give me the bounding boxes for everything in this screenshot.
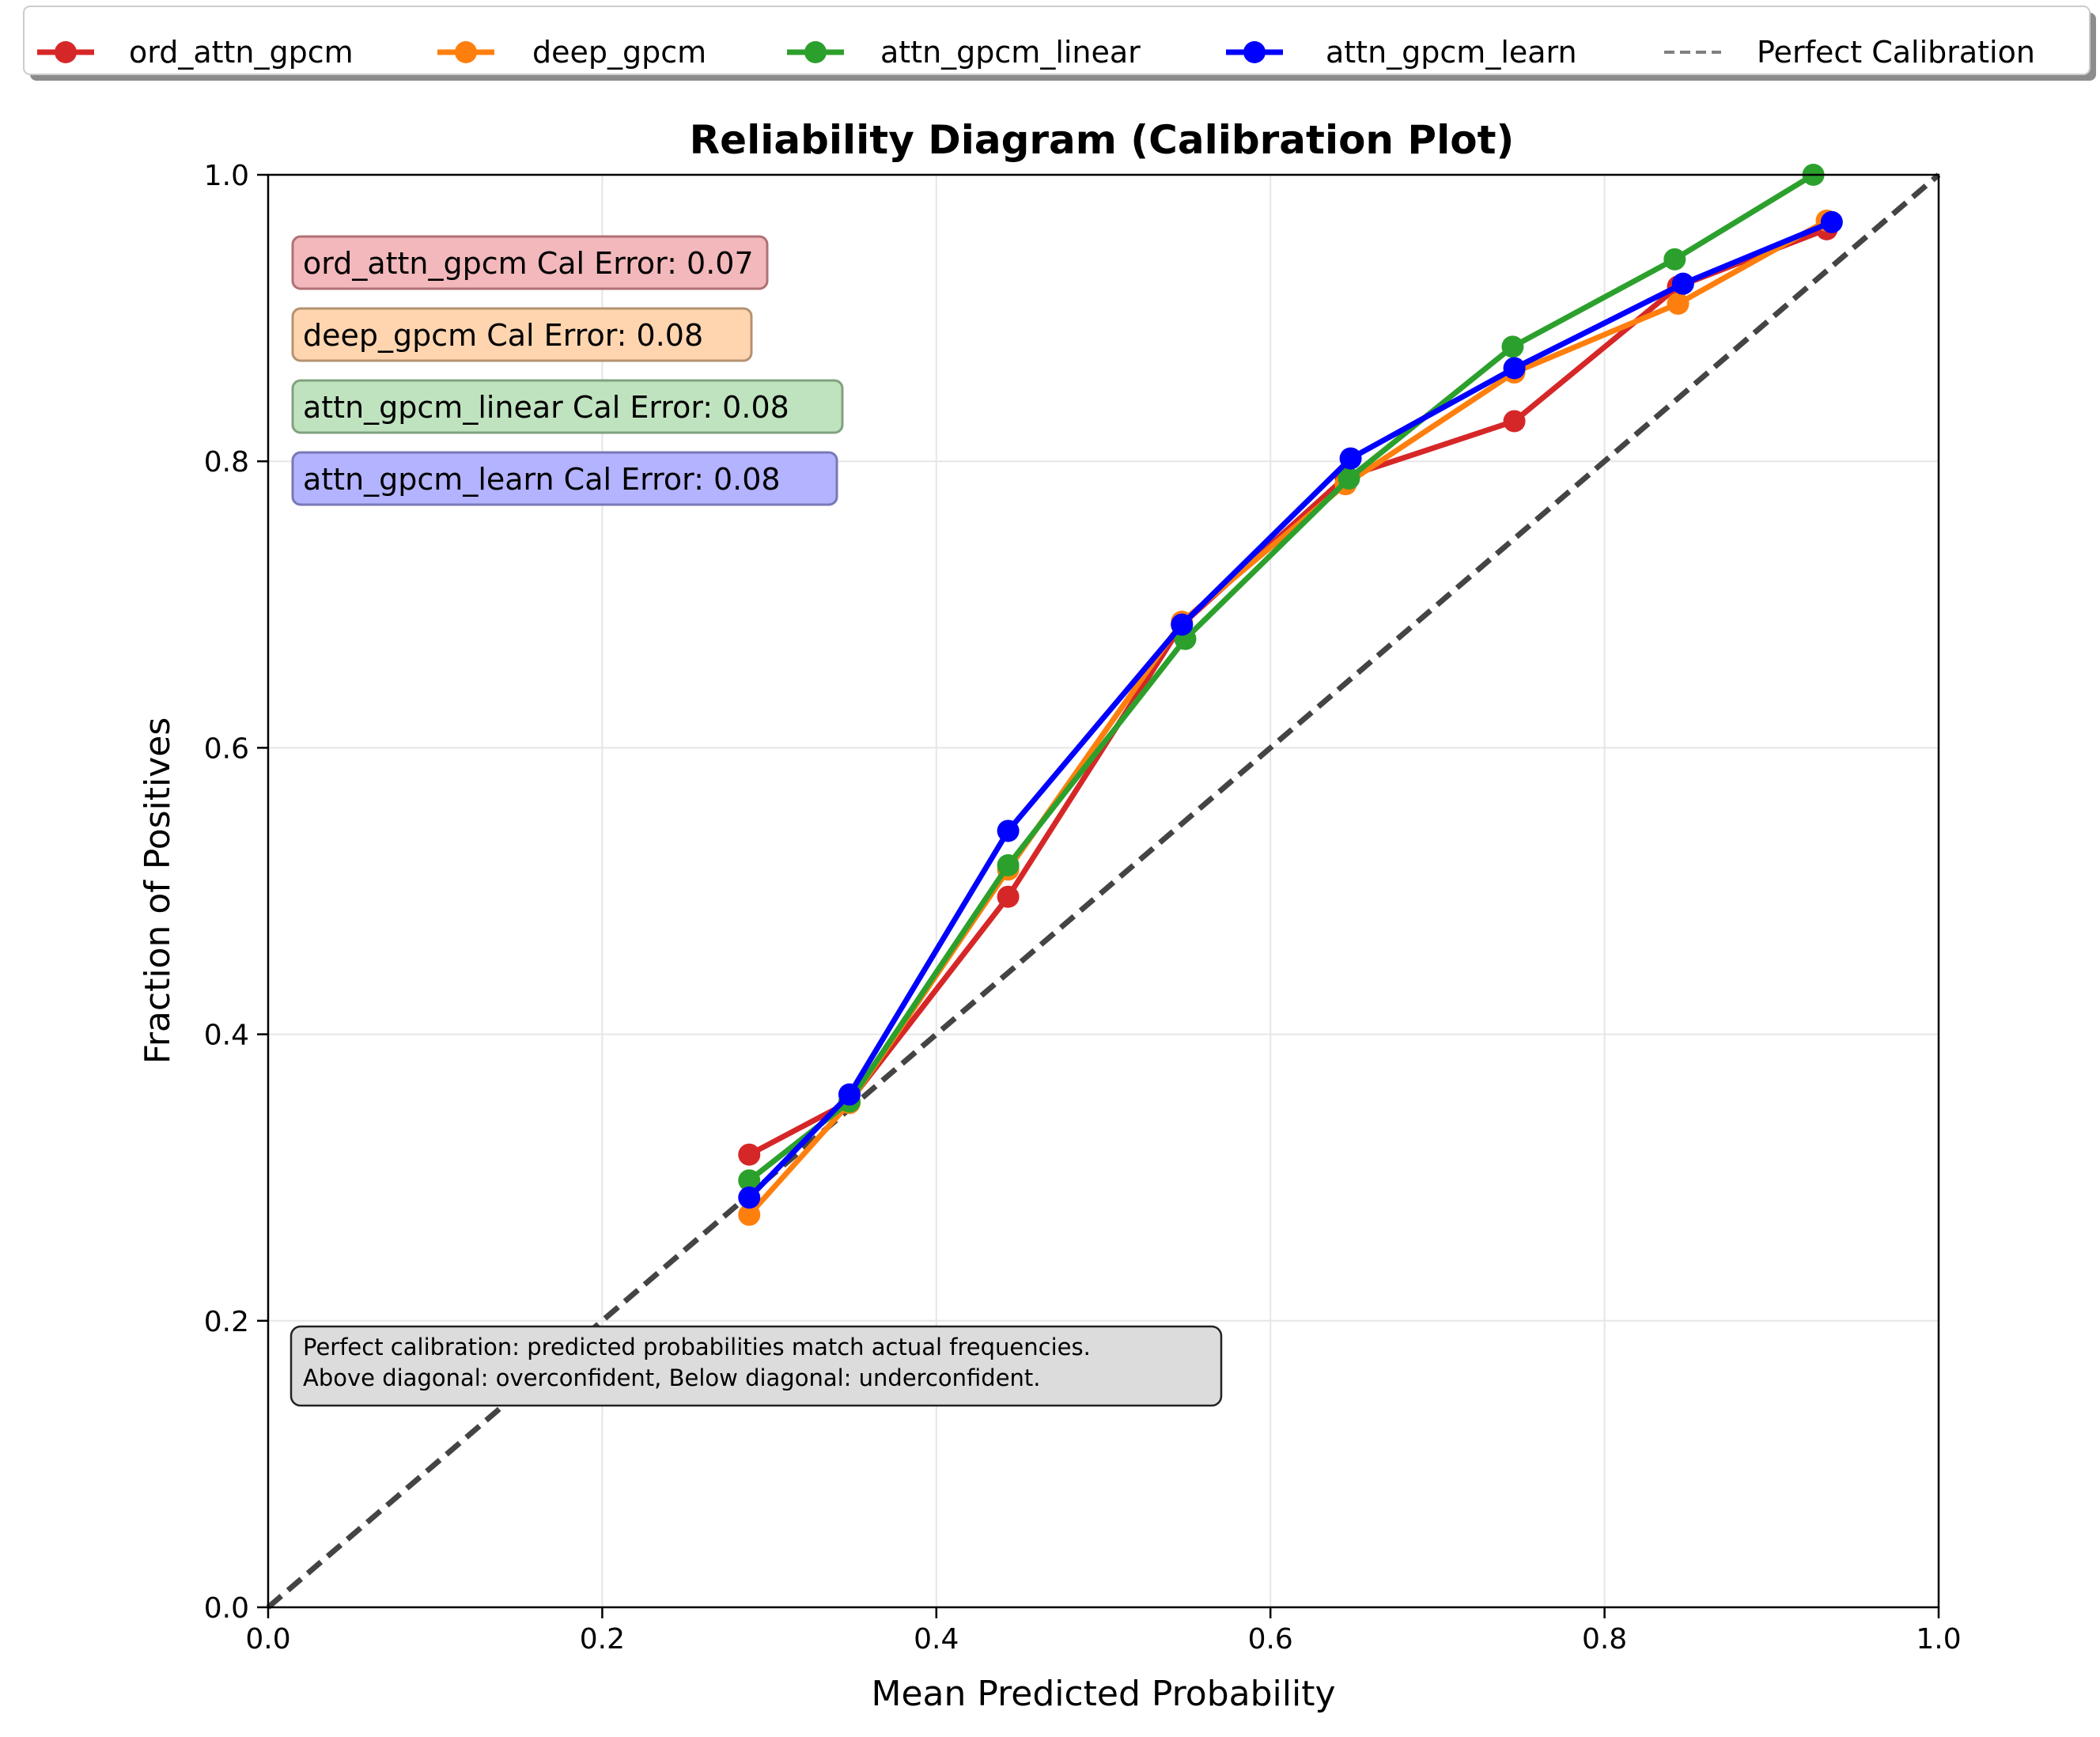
- chart-title: Reliability Diagram (Calibration Plot): [690, 117, 1515, 163]
- legend: ord_attn_gpcm deep_gpcm attn_gpcm_linear at…: [23, 6, 2096, 81]
- x-tick-label: 0.0: [245, 1623, 290, 1656]
- data-point-ord_attn_gpcm: [997, 885, 1020, 908]
- cal-error-label: ord_attn_gpcm Cal Error: 0.07: [303, 246, 754, 281]
- data-point-ord_attn_gpcm: [1503, 410, 1526, 433]
- axes-frame: [267, 173, 1940, 1609]
- legend-item-deep_gpcm: deep_gpcm: [437, 35, 706, 70]
- x-axis-label: Mean Predicted Probability: [872, 1674, 1336, 1714]
- series-attn_gpcm_learn: [738, 210, 1843, 1209]
- note-box: Perfect calibration: predicted probabili…: [289, 1325, 1223, 1407]
- y-tick-label: 0.6: [204, 732, 249, 765]
- legend-label: deep_gpcm: [532, 35, 706, 70]
- legend-label: ord_attn_gpcm: [129, 35, 354, 70]
- data-point-attn_gpcm_learn: [1171, 613, 1194, 636]
- series-line-attn_gpcm_learn: [746, 219, 1835, 1201]
- data-point-ord_attn_gpcm: [738, 1143, 761, 1166]
- y-tick-label: 0.2: [204, 1306, 249, 1338]
- x-tick-label: 0.6: [1248, 1623, 1293, 1656]
- data-point-attn_gpcm_learn: [1339, 447, 1362, 470]
- axis-ticks: 0.0 0.2 0.4 0.6 0.8 1.0 0.0 0.2 0.4 0.6 0.8 1.0: [204, 160, 1962, 1656]
- cal-error-label: attn_gpcm_linear Cal Error: 0.08: [303, 390, 789, 425]
- data-point-attn_gpcm_learn: [738, 1186, 761, 1209]
- legend-item-ord_attn_gpcm: ord_attn_gpcm: [37, 35, 354, 70]
- legend-marker: [804, 41, 827, 63]
- x-tick-label: 0.4: [914, 1623, 959, 1656]
- legend-marker: [455, 41, 477, 63]
- cal-error-box: attn_gpcm_linear Cal Error: 0.08: [291, 379, 844, 434]
- legend-item-Perfect Calibration: Perfect Calibration: [1664, 35, 2035, 70]
- note-line-1: Perfect calibration: predicted probabili…: [303, 1334, 1091, 1360]
- cal-error-label: deep_gpcm Cal Error: 0.08: [303, 318, 703, 353]
- y-tick-label: 1.0: [204, 160, 249, 192]
- cal-error-label: attn_gpcm_learn Cal Error: 0.08: [303, 462, 781, 497]
- data-point-attn_gpcm_learn: [997, 819, 1020, 842]
- legend-label: attn_gpcm_learn: [1326, 35, 1577, 70]
- data-point-deep_gpcm: [738, 1203, 761, 1226]
- legend-label: attn_gpcm_linear: [880, 35, 1141, 70]
- note-line-2: Above diagonal: overconfident, Below dia…: [303, 1364, 1041, 1391]
- y-tick-label: 0.0: [204, 1592, 249, 1625]
- legend-item-attn_gpcm_linear: attn_gpcm_linear: [787, 35, 1141, 70]
- data-point-attn_gpcm_learn: [838, 1083, 861, 1106]
- data-point-attn_gpcm_learn: [1820, 210, 1843, 233]
- calibration-error-boxes: ord_attn_gpcm Cal Error: 0.07 deep_gpcm C…: [291, 235, 844, 506]
- legend-marker: [1243, 41, 1266, 63]
- series-line-attn_gpcm_linear: [746, 172, 1817, 1183]
- y-tick-label: 0.8: [204, 446, 249, 479]
- legend-label: Perfect Calibration: [1757, 35, 2035, 70]
- cal-error-box: deep_gpcm Cal Error: 0.08: [291, 307, 753, 362]
- x-tick-label: 1.0: [1916, 1623, 1961, 1656]
- x-tick-label: 0.8: [1582, 1623, 1627, 1656]
- data-point-attn_gpcm_linear: [1663, 248, 1686, 271]
- legend-item-attn_gpcm_learn: attn_gpcm_learn: [1226, 35, 1577, 70]
- data-point-deep_gpcm: [1667, 292, 1689, 315]
- data-point-attn_gpcm_learn: [1503, 357, 1526, 380]
- data-point-attn_gpcm_linear: [738, 1169, 761, 1192]
- data-point-attn_gpcm_linear: [1501, 335, 1524, 358]
- legend-marker: [55, 41, 77, 63]
- data-point-attn_gpcm_linear: [1338, 467, 1360, 490]
- x-tick-label: 0.2: [580, 1623, 625, 1656]
- y-tick-label: 0.4: [204, 1020, 249, 1052]
- data-point-attn_gpcm_learn: [1671, 272, 1694, 295]
- legend-frame: [23, 6, 2091, 75]
- cal-error-box: attn_gpcm_learn Cal Error: 0.08: [291, 451, 838, 506]
- cal-error-box: ord_attn_gpcm Cal Error: 0.07: [291, 235, 769, 290]
- series-layer: [738, 164, 1843, 1226]
- data-point-attn_gpcm_linear: [997, 853, 1020, 876]
- y-axis-label: Fraction of Positives: [138, 717, 178, 1065]
